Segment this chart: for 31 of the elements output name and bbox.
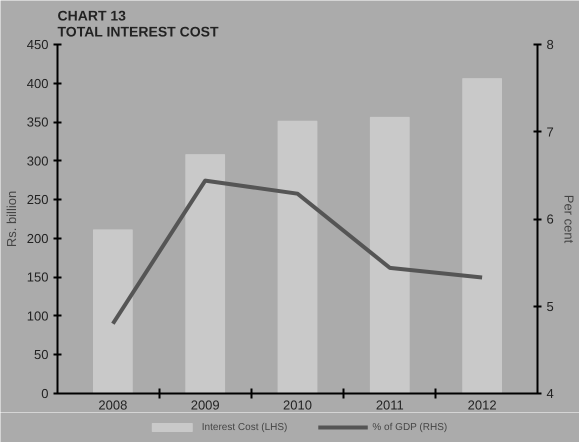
- y-tick-label: 200: [26, 230, 49, 246]
- x-tick-label: 2012: [468, 398, 497, 412]
- x-tick-label: 2008: [98, 398, 128, 412]
- bar: [462, 78, 502, 394]
- y-tick-label: 150: [26, 270, 49, 285]
- y2-tick-label: 7: [546, 124, 554, 140]
- y-tick-label: 50: [34, 347, 49, 362]
- y2-tick-label: 5: [546, 298, 554, 314]
- bar: [93, 229, 133, 394]
- legend-label: % of GDP (RHS): [372, 421, 448, 433]
- y2-axis-title: Per cent: [562, 194, 577, 244]
- y-tick-label: 0: [41, 386, 49, 401]
- y-tick-label: 250: [26, 192, 49, 208]
- x-tick-label: 2011: [376, 398, 404, 412]
- bar: [185, 154, 226, 394]
- y-tick-label: 300: [26, 153, 49, 168]
- bar: [278, 120, 318, 394]
- y-tick-label: 450: [26, 37, 49, 52]
- y-tick-label: 100: [26, 308, 49, 324]
- y-tick-label: 350: [26, 114, 49, 130]
- y2-tick-label: 6: [546, 212, 554, 226]
- line-series: [110, 178, 484, 326]
- x-tick-label: 2009: [190, 398, 220, 412]
- chart-title: CHART 13 TOTAL INTEREST COST: [58, 8, 219, 40]
- legend-label: Interest Cost (LHS): [202, 421, 288, 433]
- y2-tick-label: 4: [546, 386, 554, 401]
- y2-tick-label: 8: [546, 37, 554, 52]
- bar: [370, 116, 410, 394]
- y-tick-label: 400: [26, 76, 49, 91]
- x-tick-label: 2010: [283, 398, 312, 412]
- y-axis-title: Rs. billion: [4, 190, 19, 248]
